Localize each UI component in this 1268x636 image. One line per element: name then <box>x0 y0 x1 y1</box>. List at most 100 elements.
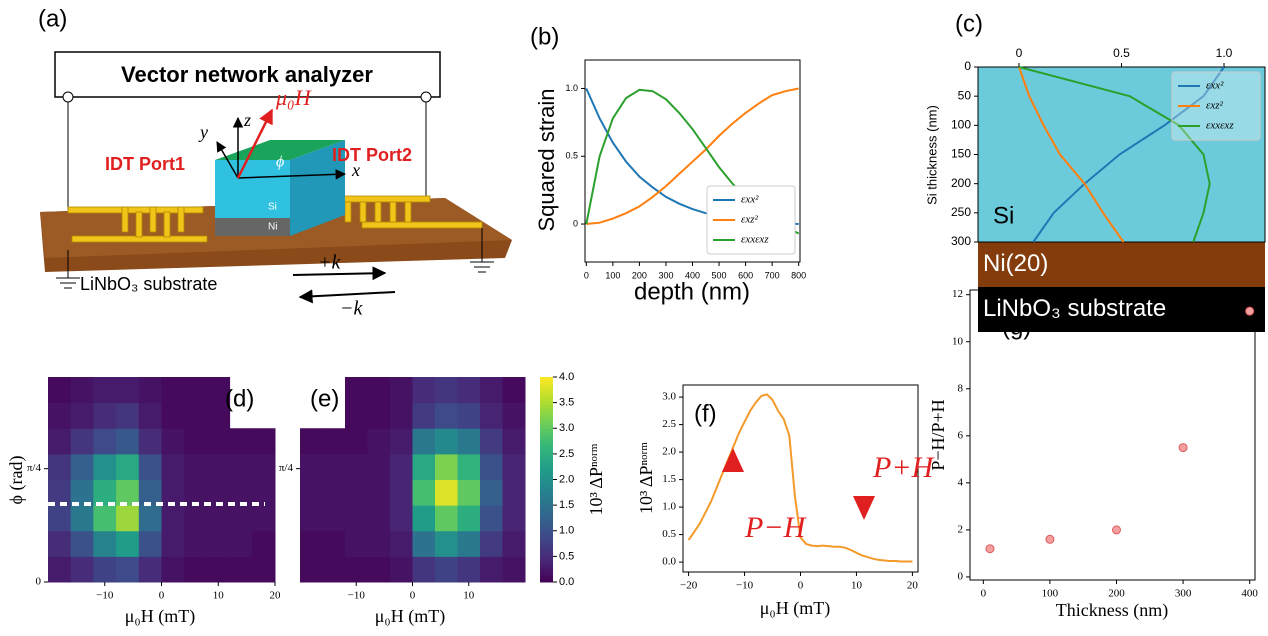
colorbar-step <box>540 397 553 402</box>
si-label: Si <box>268 202 277 213</box>
heat-cell <box>435 402 458 429</box>
legend-label: εxx² <box>741 194 759 206</box>
x-axis-label: μ₀H (mT) <box>760 598 830 619</box>
heat-cell <box>184 505 208 532</box>
heat-cell <box>480 377 503 404</box>
heat-cell <box>252 428 276 455</box>
colorbar-step <box>540 479 553 484</box>
colorbar-step <box>540 435 553 439</box>
heat-cell <box>70 530 94 557</box>
y-tick-label: 1.0 <box>662 501 676 513</box>
heat-cell <box>345 479 368 506</box>
x-tick-label: 20 <box>270 590 282 602</box>
panel-a: (a) Vector network analyzer Si Ni x y z … <box>38 5 512 320</box>
heat-cell <box>345 428 368 455</box>
colorbar-step <box>540 445 553 450</box>
heat-cell <box>457 402 481 429</box>
heat-cell <box>93 377 117 404</box>
wave-arrow <box>298 289 396 304</box>
legend-label: εxxεxz <box>741 234 769 246</box>
heat-cell <box>48 377 72 404</box>
colorbar-step <box>540 523 553 528</box>
colorbar-step <box>540 561 553 566</box>
heat-cell <box>48 453 72 480</box>
wave-label: −k <box>340 298 363 320</box>
y-tick-label: 0 <box>958 570 964 582</box>
colorbar-step <box>540 407 553 412</box>
heat-cell <box>412 530 436 557</box>
heat-cell <box>480 428 503 455</box>
heat-cell <box>161 505 185 532</box>
heat-cell <box>116 453 140 480</box>
legend-label: εxz² <box>1206 100 1223 112</box>
heat-cell <box>390 428 413 455</box>
colorbar-step <box>540 517 553 521</box>
heat-cell <box>345 377 368 404</box>
heat-cell <box>70 402 94 429</box>
colorbar-step <box>540 513 553 518</box>
panel-label: (c) <box>955 10 983 37</box>
angle-label: ϕ <box>276 154 284 171</box>
heat-cell <box>300 556 323 583</box>
data-point <box>985 544 995 554</box>
heat-cell <box>206 453 231 480</box>
x-tick-label: 0.5 <box>1113 46 1130 60</box>
colorbar-step <box>540 530 553 535</box>
heat-cell <box>206 530 231 557</box>
colorbar-tick-label: 0.5 <box>559 550 574 562</box>
colorbar-step <box>540 421 553 426</box>
heat-cell <box>252 530 276 557</box>
colorbar-step <box>540 390 553 395</box>
colorbar-step <box>540 575 553 580</box>
y-tick-label: 300 <box>951 234 971 248</box>
heat-cell <box>70 377 94 404</box>
data-line <box>1032 66 1225 243</box>
heat-cell <box>367 453 391 480</box>
heat-cell <box>480 402 503 429</box>
heat-cell <box>70 428 94 455</box>
panel-label: (d) <box>225 385 254 412</box>
colorbar-step <box>540 541 553 545</box>
heat-cell <box>184 479 208 506</box>
axis-arrow <box>216 141 239 179</box>
x-tick-label: 10 <box>851 580 863 592</box>
heat-cell <box>390 556 413 583</box>
y-tick-label: 0.5 <box>565 151 578 161</box>
data-line <box>586 87 799 225</box>
colorbar-step <box>540 527 553 532</box>
x-tick-label: 500 <box>712 270 727 280</box>
heat-cell <box>138 453 162 480</box>
si-layer <box>215 160 290 218</box>
heat-cell <box>70 453 94 480</box>
heat-cell <box>70 479 94 506</box>
colorbar-tick-label: 2.5 <box>559 448 574 460</box>
sample-top <box>215 140 345 160</box>
arrow-marker <box>722 448 744 472</box>
heat-cell <box>367 402 391 429</box>
heat-cell <box>457 479 481 506</box>
colorbar-step <box>540 496 553 501</box>
heat-cell <box>367 479 391 506</box>
x-tick-label: 0 <box>798 580 804 592</box>
heat-cell <box>252 556 276 583</box>
layer-label: Si <box>993 202 1014 229</box>
colorbar-step <box>540 394 553 398</box>
wave-label: +k <box>318 252 341 274</box>
heat-cell <box>435 530 458 557</box>
heat-cell <box>322 556 346 583</box>
heat-cell <box>322 479 346 506</box>
y-tick-label: 3.0 <box>662 391 676 403</box>
colorbar-step <box>540 404 553 409</box>
heat-cell <box>161 530 185 557</box>
heat-cell <box>138 377 162 404</box>
heat-cell <box>138 479 162 506</box>
colorbar-step <box>540 431 553 436</box>
colorbar-step <box>540 489 553 494</box>
heat-cell <box>367 377 391 404</box>
x-tick-label: 600 <box>738 270 753 280</box>
heat-cell <box>345 556 368 583</box>
colorbar-step <box>540 400 553 405</box>
colorbar-step <box>540 476 553 480</box>
x-tick-label: 300 <box>658 270 673 280</box>
y-tick-label: π/4 <box>27 462 42 474</box>
